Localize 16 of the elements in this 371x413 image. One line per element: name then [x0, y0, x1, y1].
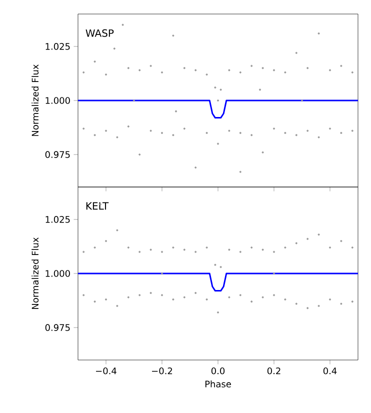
y-tick-label: 1.000	[46, 97, 70, 104]
y-tick-label: 0.975	[45, 324, 70, 331]
y-tick-label: 1.025	[46, 216, 70, 223]
y-tick-label: 0.975	[45, 151, 70, 158]
x-tick-label: 0.4	[323, 367, 337, 374]
y-axis-title: Normalized Flux	[32, 237, 39, 309]
x-tick-label: 0.0	[211, 367, 225, 374]
x-tick-label: 0.2	[267, 367, 280, 374]
x-axis-title: Phase	[205, 380, 231, 388]
x-tick-label: −0.4	[96, 367, 116, 374]
y-axis-title: Normalized Flux	[32, 64, 39, 136]
x-tick-label: −0.2	[152, 367, 172, 374]
y-tick-label: 1.000	[46, 270, 70, 277]
annotation: WASP	[86, 29, 114, 37]
annotation: KELT	[86, 202, 109, 210]
y-tick-label: 1.025	[46, 43, 70, 50]
